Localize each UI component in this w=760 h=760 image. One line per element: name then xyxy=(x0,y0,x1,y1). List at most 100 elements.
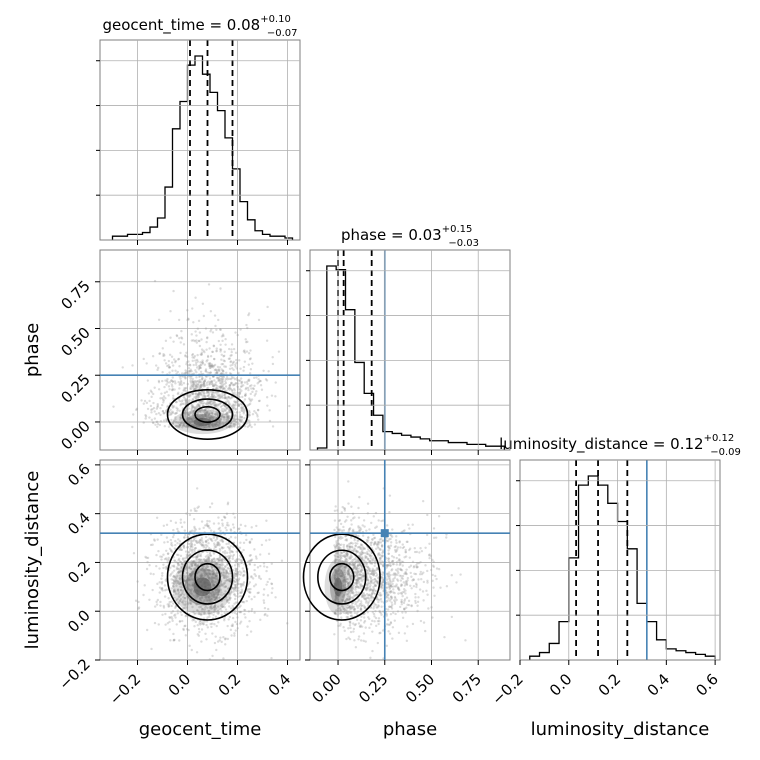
scatter-geocent-time-vs-phase-point xyxy=(228,386,232,390)
scatter-geocent-time-vs-phase-point xyxy=(176,392,180,396)
scatter-phase-vs-luminosity-distance-point xyxy=(334,560,337,564)
scatter-phase-vs-luminosity-distance-point xyxy=(358,603,362,606)
scatter-geocent-time-vs-phase-point xyxy=(201,394,204,397)
scatter-phase-vs-luminosity-distance-point xyxy=(359,583,363,586)
scatter-geocent-time-vs-phase-point xyxy=(162,395,166,398)
scatter-geocent-time-vs-luminosity-distance-point xyxy=(215,577,218,581)
scatter-phase-vs-luminosity-distance-point xyxy=(381,584,385,587)
scatter-geocent-time-vs-luminosity-distance-point xyxy=(235,578,239,581)
scatter-geocent-time-vs-phase-point xyxy=(212,390,215,394)
scatter-phase-vs-luminosity-distance-point xyxy=(352,622,355,625)
scatter-geocent-time-vs-luminosity-distance-point xyxy=(226,502,230,506)
scatter-geocent-time-vs-phase-point xyxy=(240,380,244,384)
scatter-phase-vs-luminosity-distance-point xyxy=(396,578,399,581)
scatter-geocent-time-vs-phase-point xyxy=(234,408,237,411)
scatter-phase-vs-luminosity-distance-point xyxy=(344,560,347,563)
scatter-phase-vs-luminosity-distance-point xyxy=(369,561,373,565)
scatter-geocent-time-vs-phase-point xyxy=(156,403,159,406)
scatter-geocent-time-vs-luminosity-distance-point xyxy=(219,588,222,591)
scatter-geocent-time-vs-luminosity-distance-point xyxy=(217,541,220,544)
scatter-geocent-time-vs-luminosity-distance-point xyxy=(212,583,216,586)
scatter-geocent-time-vs-phase-point xyxy=(218,418,221,422)
scatter-phase-vs-luminosity-distance-xticklabel-3: 0.75 xyxy=(449,670,485,706)
scatter-geocent-time-vs-luminosity-distance-point xyxy=(204,566,208,570)
scatter-geocent-time-vs-phase-point xyxy=(185,361,189,364)
scatter-geocent-time-vs-phase-point xyxy=(194,296,197,299)
scatter-geocent-time-vs-phase-yticklabel-3: 0.75 xyxy=(57,277,93,313)
scatter-phase-vs-luminosity-distance-point xyxy=(354,560,357,564)
scatter-geocent-time-vs-phase-point xyxy=(231,406,235,410)
scatter-phase-vs-luminosity-distance-point xyxy=(340,616,343,619)
scatter-geocent-time-vs-phase-point xyxy=(171,376,174,379)
scatter-phase-vs-luminosity-distance-point xyxy=(347,572,350,576)
scatter-phase-vs-luminosity-distance-point xyxy=(345,597,349,601)
scatter-geocent-time-vs-phase-point xyxy=(208,347,211,350)
scatter-geocent-time-vs-luminosity-distance-point xyxy=(201,568,204,571)
scatter-phase-vs-luminosity-distance-point xyxy=(379,541,383,544)
scatter-phase-vs-luminosity-distance-point xyxy=(380,585,383,588)
scatter-geocent-time-vs-luminosity-distance-point xyxy=(192,561,196,564)
scatter-geocent-time-vs-luminosity-distance-point xyxy=(204,606,207,609)
scatter-geocent-time-vs-luminosity-distance-point xyxy=(177,571,180,574)
scatter-geocent-time-vs-phase-point xyxy=(223,408,227,412)
scatter-geocent-time-vs-phase-point xyxy=(239,385,243,388)
scatter-phase-vs-luminosity-distance-point xyxy=(387,552,390,555)
scatter-geocent-time-vs-luminosity-distance-point xyxy=(249,587,252,591)
scatter-phase-vs-luminosity-distance-point xyxy=(395,535,398,538)
scatter-geocent-time-vs-luminosity-distance-point xyxy=(178,620,182,623)
scatter-geocent-time-vs-luminosity-distance-point xyxy=(194,562,198,565)
scatter-geocent-time-vs-luminosity-distance-point xyxy=(201,566,204,569)
scatter-geocent-time-vs-phase-point xyxy=(226,417,230,420)
scatter-geocent-time-vs-luminosity-distance-point xyxy=(178,595,181,598)
scatter-phase-vs-luminosity-distance-point xyxy=(358,567,361,570)
scatter-geocent-time-vs-luminosity-distance-point xyxy=(185,628,189,631)
scatter-phase-vs-luminosity-distance-point xyxy=(360,593,364,597)
scatter-phase-vs-luminosity-distance-point xyxy=(369,560,372,563)
scatter-geocent-time-vs-luminosity-distance-point xyxy=(234,580,238,584)
scatter-phase-vs-luminosity-distance-point xyxy=(391,637,394,640)
scatter-phase-vs-luminosity-distance-point xyxy=(356,579,359,582)
scatter-geocent-time-vs-luminosity-distance-point xyxy=(169,519,173,523)
scatter-phase-vs-luminosity-distance-point xyxy=(364,601,368,604)
scatter-geocent-time-vs-luminosity-distance-point xyxy=(210,625,213,629)
scatter-geocent-time-vs-phase-point xyxy=(205,348,208,351)
scatter-geocent-time-vs-phase-point xyxy=(207,415,210,418)
scatter-geocent-time-vs-luminosity-distance-point xyxy=(178,577,182,580)
scatter-phase-vs-luminosity-distance-point xyxy=(347,573,351,576)
scatter-phase-vs-luminosity-distance-point xyxy=(352,565,355,568)
scatter-geocent-time-vs-phase-point xyxy=(193,408,196,412)
scatter-geocent-time-vs-phase-point xyxy=(175,372,178,375)
scatter-phase-vs-luminosity-distance-point xyxy=(355,583,359,587)
scatter-geocent-time-vs-phase-point xyxy=(217,339,221,343)
scatter-geocent-time-vs-luminosity-distance-point xyxy=(240,588,244,591)
scatter-geocent-time-vs-luminosity-distance-point xyxy=(207,594,210,598)
scatter-geocent-time-vs-luminosity-distance-point xyxy=(190,564,194,567)
scatter-phase-vs-luminosity-distance-point xyxy=(417,561,421,565)
scatter-geocent-time-vs-luminosity-distance-point xyxy=(186,595,189,598)
scatter-phase-vs-luminosity-distance-point xyxy=(334,571,338,574)
scatter-geocent-time-vs-luminosity-distance-point xyxy=(210,539,214,543)
scatter-geocent-time-vs-phase-point xyxy=(222,355,225,358)
scatter-geocent-time-vs-phase-point xyxy=(211,350,214,354)
scatter-phase-vs-luminosity-distance-point xyxy=(333,599,336,602)
scatter-geocent-time-vs-phase-point xyxy=(238,418,242,422)
scatter-geocent-time-vs-phase-point xyxy=(215,390,218,394)
scatter-geocent-time-vs-luminosity-distance-point xyxy=(235,558,238,561)
scatter-geocent-time-vs-luminosity-distance-point xyxy=(168,620,171,624)
ylabel-luminosity-distance: luminosity_distance xyxy=(22,471,43,650)
scatter-phase-vs-luminosity-distance-point xyxy=(376,580,379,584)
scatter-phase-vs-luminosity-distance-point xyxy=(334,535,337,539)
scatter-geocent-time-vs-phase-point xyxy=(225,419,228,422)
scatter-geocent-time-vs-phase-point xyxy=(248,358,252,361)
scatter-geocent-time-vs-phase-point xyxy=(211,423,214,426)
scatter-geocent-time-vs-luminosity-distance-point xyxy=(206,524,209,528)
scatter-phase-vs-luminosity-distance-point xyxy=(369,572,373,576)
scatter-geocent-time-vs-luminosity-distance-point xyxy=(172,639,175,642)
scatter-phase-vs-luminosity-distance-point xyxy=(361,556,364,559)
scatter-geocent-time-vs-luminosity-distance-point xyxy=(235,569,238,573)
scatter-phase-vs-luminosity-distance-point xyxy=(336,539,340,542)
scatter-phase-vs-luminosity-distance-point xyxy=(398,605,402,609)
scatter-geocent-time-vs-phase-point xyxy=(196,393,199,396)
scatter-geocent-time-vs-phase-point xyxy=(191,307,194,310)
scatter-phase-vs-luminosity-distance-point xyxy=(352,558,356,561)
